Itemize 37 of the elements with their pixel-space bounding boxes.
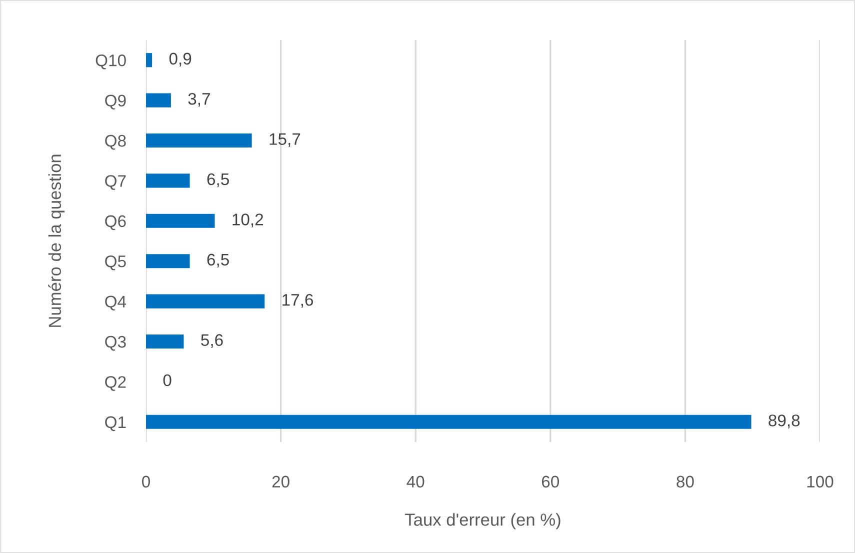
y-tick-label: Q8 <box>105 134 126 150</box>
bar <box>146 254 190 268</box>
x-axis-title: Taux d'erreur (en %) <box>405 513 560 530</box>
y-tick-label: Q10 <box>96 54 126 70</box>
y-tick-label: Q9 <box>105 94 126 110</box>
bar <box>146 174 190 188</box>
bar <box>146 334 184 349</box>
y-tick-label: Q5 <box>105 256 126 270</box>
y-tick-label: Q7 <box>105 175 126 190</box>
data-label: 3,7 <box>188 92 210 107</box>
x-tick-label: 20 <box>272 476 290 488</box>
bar <box>146 53 152 68</box>
y-tick-label: Q2 <box>105 376 126 391</box>
y-axis-title: Numéro de la question <box>48 154 64 327</box>
x-tick-label: 60 <box>542 476 560 488</box>
data-label: 89,8 <box>768 414 800 428</box>
data-label: 0 <box>163 374 172 386</box>
data-label: 5,6 <box>201 334 223 348</box>
bar <box>146 214 215 228</box>
x-tick-label: 40 <box>406 476 424 488</box>
data-label: 6,5 <box>207 254 229 268</box>
x-tick-label: 100 <box>807 476 834 488</box>
x-tick-label: 80 <box>676 476 694 488</box>
data-label: 17,6 <box>282 294 313 308</box>
y-tick-label: Q3 <box>105 336 126 351</box>
y-tick-label: Q6 <box>105 215 126 230</box>
x-tick-label: 0 <box>142 476 150 488</box>
bar <box>146 93 171 108</box>
y-tick-label: Q1 <box>105 416 126 432</box>
bar <box>146 294 265 308</box>
data-label: 0,9 <box>169 52 192 67</box>
data-label: 15,7 <box>270 133 300 147</box>
bar <box>146 133 252 148</box>
data-label: 10,2 <box>232 214 264 228</box>
bar <box>146 414 752 429</box>
y-tick-label: Q4 <box>105 296 126 310</box>
data-label: 6,5 <box>207 173 229 188</box>
